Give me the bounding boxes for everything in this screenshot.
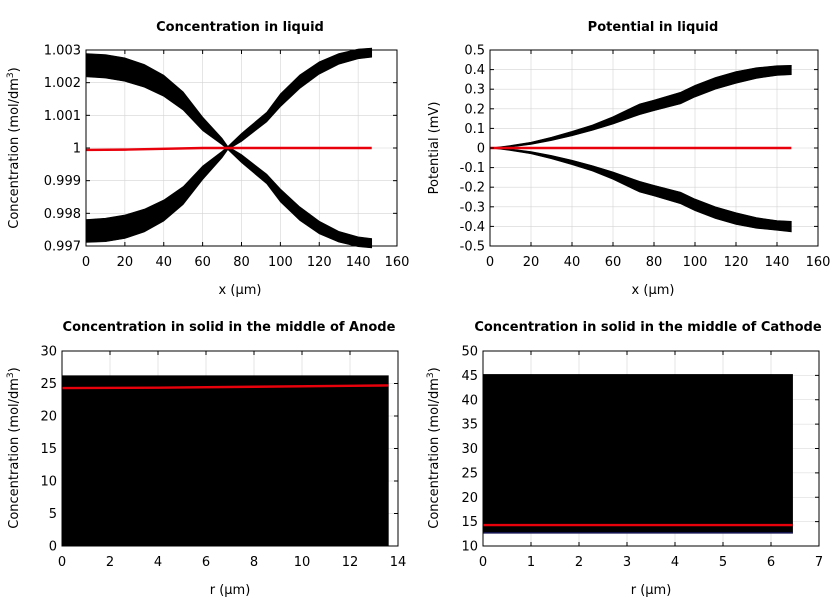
x-tick-label: 20	[523, 255, 540, 270]
y-tick-label: 0	[477, 142, 485, 157]
y-tick-label: 30	[461, 442, 478, 457]
y-tick-label: 0.4	[464, 63, 485, 78]
x-axis-label: r (µm)	[210, 583, 251, 598]
x-tick-label: 40	[155, 255, 172, 270]
x-tick-label: 6	[767, 555, 775, 570]
y-tick-label: 25	[40, 377, 57, 392]
y-tick-label: 10	[461, 540, 478, 555]
y-tick-label: -0.1	[460, 161, 485, 176]
x-tick-label: 120	[307, 255, 332, 270]
y-tick-label: -0.4	[460, 220, 485, 235]
y-tick-label: -0.3	[460, 200, 485, 215]
x-tick-label: 2	[106, 555, 114, 570]
y-tick-label: 1	[73, 142, 81, 157]
x-tick-label: 120	[724, 255, 749, 270]
chart-title: Concentration in liquid	[156, 20, 324, 35]
x-tick-label: 5	[719, 555, 727, 570]
x-tick-label: 140	[765, 255, 790, 270]
series-positive-band	[489, 64, 792, 149]
y-tick-label: 20	[461, 491, 478, 506]
series-initial	[85, 146, 372, 152]
chart-title: Concentration in solid in the middle of …	[63, 320, 396, 335]
y-tick-label: 45	[461, 369, 478, 384]
x-axis-label: x (µm)	[632, 283, 675, 298]
x-tick-label: 8	[250, 555, 258, 570]
x-tick-label: 100	[683, 255, 708, 270]
y-tick-label: -0.2	[460, 181, 485, 196]
x-tick-label: 0	[58, 555, 66, 570]
panel-anode-solid: Concentration in solid in the middle of …	[6, 320, 406, 598]
x-tick-label: 140	[346, 255, 371, 270]
x-tick-label: 80	[646, 255, 663, 270]
y-tick-label: 35	[461, 418, 478, 433]
y-axis-label: Concentration (mol/dm3)	[6, 367, 22, 529]
y-tick-label: -0.5	[460, 240, 485, 255]
y-tick-label: 30	[40, 345, 57, 360]
y-tick-label: 0.998	[44, 207, 81, 222]
x-tick-label: 4	[671, 555, 679, 570]
y-tick-label: 0.3	[464, 83, 485, 98]
y-tick-label: 0.999	[44, 174, 81, 189]
y-tick-label: 0.1	[464, 122, 485, 137]
y-tick-label: 50	[461, 345, 478, 360]
x-tick-label: 1	[527, 555, 535, 570]
y-axis-label: Concentration (mol/dm3)	[426, 367, 442, 529]
x-tick-label: 60	[605, 255, 622, 270]
series-solid-fill	[61, 375, 389, 547]
panel-cathode-solid: Concentration in solid in the middle of …	[426, 320, 823, 598]
x-tick-label: 100	[268, 255, 293, 270]
y-tick-label: 0	[49, 540, 57, 555]
x-tick-label: 3	[623, 555, 631, 570]
x-tick-label: 60	[194, 255, 211, 270]
series-high-band	[85, 53, 373, 249]
series-solid-fill	[482, 374, 793, 534]
chart-title: Concentration in solid in the middle of …	[474, 320, 822, 335]
y-tick-label: 40	[461, 393, 478, 408]
x-tick-label: 20	[117, 255, 134, 270]
x-tick-label: 160	[385, 255, 410, 270]
y-tick-label: 25	[461, 466, 478, 481]
x-tick-label: 10	[294, 555, 311, 570]
chart-title: Potential in liquid	[588, 20, 719, 35]
y-tick-label: 15	[40, 442, 57, 457]
x-tick-label: 0	[82, 255, 90, 270]
x-tick-label: 7	[815, 555, 823, 570]
series-negative-band	[489, 147, 792, 233]
x-tick-label: 0	[479, 555, 487, 570]
series-initial	[61, 384, 389, 390]
x-axis-label: r (µm)	[631, 583, 672, 598]
y-tick-label: 10	[40, 475, 57, 490]
x-tick-label: 2	[575, 555, 583, 570]
y-axis-label: Concentration (mol/dm3)	[6, 67, 22, 229]
x-tick-label: 0	[486, 255, 494, 270]
x-tick-label: 12	[342, 555, 359, 570]
series-low-band	[85, 47, 373, 243]
y-tick-label: 5	[49, 507, 57, 522]
x-tick-label: 6	[202, 555, 210, 570]
y-tick-label: 1.002	[44, 76, 81, 91]
y-tick-label: 0.2	[464, 102, 485, 117]
y-axis-label: Potential (mV)	[427, 102, 442, 195]
y-tick-label: 15	[461, 515, 478, 530]
x-axis-label: x (µm)	[219, 283, 262, 298]
x-tick-label: 40	[564, 255, 581, 270]
panel-liquid-potential: Potential in liquid 0 20 40 60 80 100 120 140 16…	[427, 20, 830, 298]
x-tick-label: 80	[233, 255, 250, 270]
y-tick-label: 0.997	[44, 240, 81, 255]
x-tick-label: 14	[390, 555, 407, 570]
y-tick-label: 0.5	[464, 44, 485, 59]
y-tick-label: 1.003	[44, 44, 81, 59]
y-tick-label: 20	[40, 410, 57, 425]
panel-liquid-concentration: Concentration in liquid 0 20 40 60 80 100 120 1…	[6, 20, 409, 298]
y-tick-label: 1.001	[44, 109, 81, 124]
x-tick-label: 4	[154, 555, 162, 570]
x-tick-label: 160	[806, 255, 831, 270]
